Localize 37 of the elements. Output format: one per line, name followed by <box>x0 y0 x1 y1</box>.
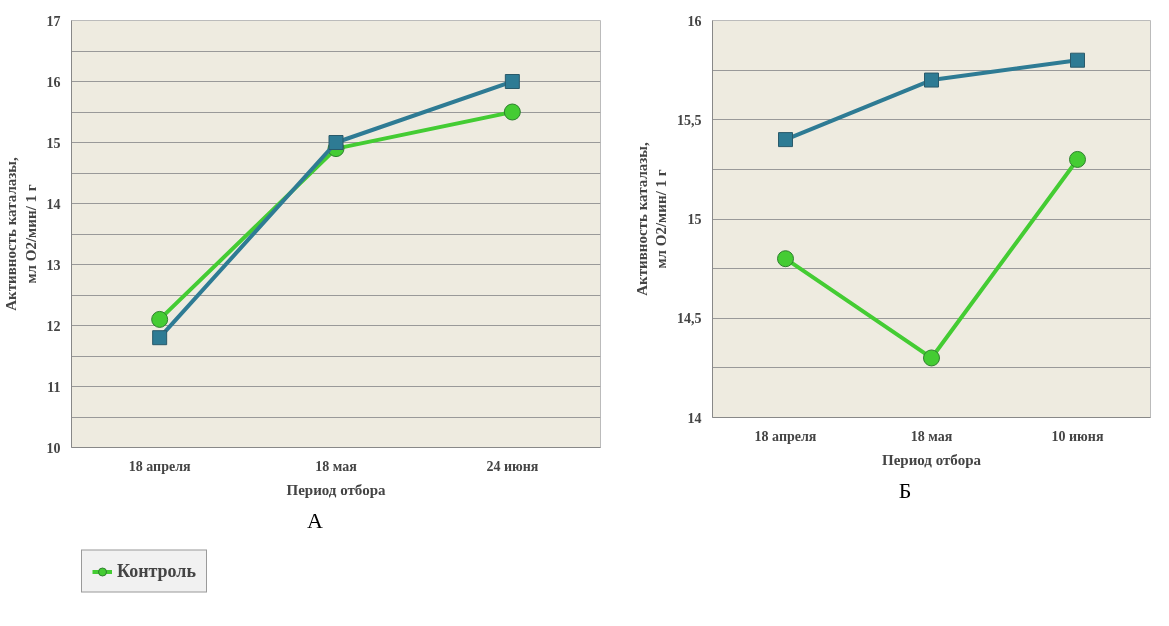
y-axis-title: Активность каталазы, мл О2/мин/ 1 г <box>633 141 669 296</box>
y-tick-label: 15 <box>687 212 702 227</box>
x-axis-title: Период отбора <box>881 451 982 468</box>
point <box>328 135 344 150</box>
y-tick-label: 15 <box>46 135 61 151</box>
y-tick-label: 17 <box>46 13 61 29</box>
point <box>504 74 520 89</box>
y-tick-label: 14 <box>46 196 61 212</box>
legend-label: Контроль <box>117 560 196 582</box>
y-tick-label: 13 <box>46 257 61 273</box>
point <box>924 72 939 88</box>
y-axis-title: Активность каталазы, мл О2/мин/ 1 г <box>3 156 39 311</box>
y-tick-label: 14,5 <box>677 311 702 327</box>
y-tick-label: 15,5 <box>677 112 702 128</box>
point <box>151 310 169 328</box>
text: Б <box>898 477 912 505</box>
point <box>152 330 168 346</box>
point <box>503 103 521 121</box>
y-tick-label: 16 <box>46 74 61 90</box>
y-tick-label: 16 <box>687 13 702 29</box>
x-tick-label: 24 июня <box>486 458 539 474</box>
x-axis-title: Период отбора <box>286 481 387 498</box>
y-tick-label: 12 <box>46 318 61 334</box>
point <box>1070 52 1085 68</box>
y-tick-label: 10 <box>46 440 61 456</box>
y-tick-label: 11 <box>47 379 61 395</box>
x-tick-label: 18 мая <box>315 458 358 474</box>
point <box>1069 150 1086 168</box>
text: А <box>307 507 323 535</box>
x-tick-label: 18 апреля <box>754 428 817 444</box>
point <box>778 132 793 148</box>
point <box>923 349 940 367</box>
y-tick-label: 14 <box>687 410 702 426</box>
point <box>777 250 794 268</box>
x-tick-label: 18 апреля <box>128 458 191 474</box>
x-tick-label: 10 июня <box>1051 428 1104 444</box>
x-tick-label: 18 мая <box>910 428 953 444</box>
